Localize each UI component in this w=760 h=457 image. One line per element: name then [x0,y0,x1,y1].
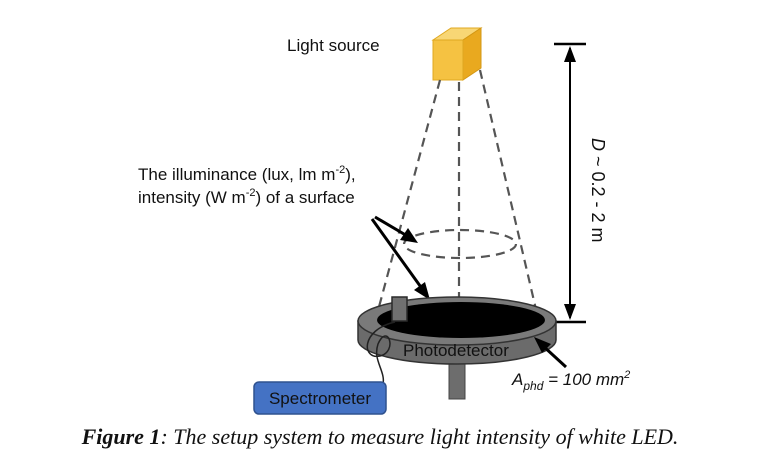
illuminance-label-line1: The illuminance (lux, lm m-2), [138,164,356,184]
illuminance-label-line2: intensity (W m-2) of a surface [138,187,355,207]
photodetector-label: Photodetector [403,341,509,360]
light-source-label: Light source [287,36,380,55]
spectrometer-box: Spectrometer [253,381,387,415]
photodetector [357,296,557,365]
area-label: Aphd = 100 mm2 [511,369,630,393]
mid-illumination-ring [402,228,518,260]
fiber-probe [391,296,408,322]
detector-face [377,302,545,338]
light-source-cube [431,27,483,81]
caption-text: : The setup system to measure light inte… [160,424,679,449]
light-cone [374,69,540,319]
caption-figure-number: Figure 1 [81,424,161,449]
pointer-arrows [370,215,430,300]
spectrometer-label: Spectrometer [269,389,371,408]
distance-var: D [588,138,608,151]
distance-range: ~ 0.2 - 2 m [588,151,608,243]
distance-label: D ~ 0.2 - 2 m [588,138,608,243]
figure-caption: Figure 1: The setup system to measure li… [0,424,760,450]
distance-arrow [554,42,586,324]
area-arrow [534,337,568,369]
